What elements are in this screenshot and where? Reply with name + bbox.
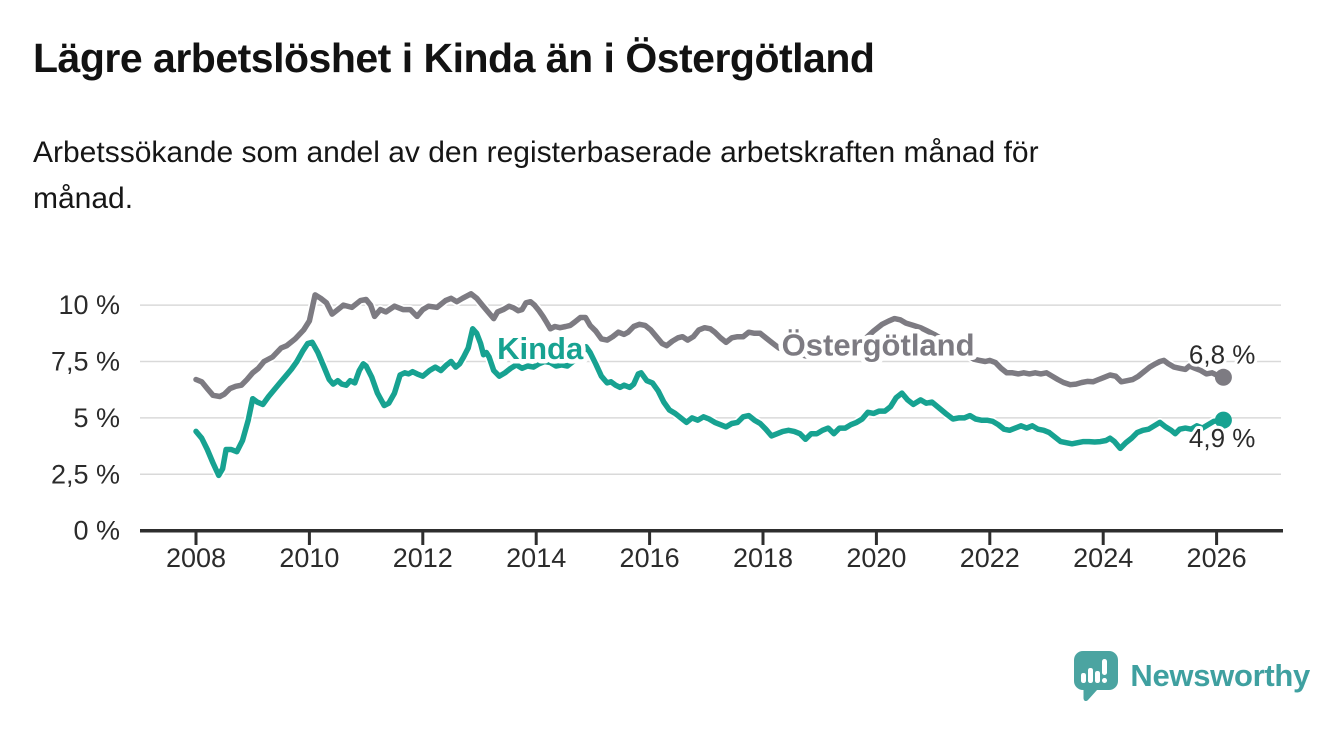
chart-subtitle: Arbetssökande som andel av den registerb… bbox=[33, 130, 1039, 222]
y-tick-label: 0 % bbox=[73, 516, 120, 546]
brand-name: Newsworthy bbox=[1130, 658, 1310, 693]
page-title: Lägre arbetslöshet i Kinda än i Östergöt… bbox=[33, 35, 875, 81]
end-value-label-ostergotland: 6,8 % bbox=[1189, 339, 1256, 369]
x-tick-label: 2026 bbox=[1187, 543, 1247, 573]
end-value-label-kinda: 4,9 % bbox=[1189, 423, 1256, 453]
x-tick-label: 2024 bbox=[1073, 543, 1133, 573]
newsworthy-logo-icon bbox=[1074, 651, 1119, 702]
y-tick-label: 2,5 % bbox=[51, 459, 120, 489]
subtitle-line-2: månad. bbox=[33, 182, 134, 215]
series-label-ostergotland: Östergötland bbox=[782, 328, 975, 363]
x-tick-label: 2022 bbox=[960, 543, 1020, 573]
subtitle-line-1: Arbetssökande som andel av den registerb… bbox=[33, 136, 1039, 169]
x-tick-label: 2018 bbox=[733, 543, 793, 573]
brand-footer: Newsworthy bbox=[1073, 650, 1310, 702]
y-tick-label: 10 % bbox=[58, 290, 120, 320]
y-tick-label: 7,5 % bbox=[51, 347, 120, 377]
x-tick-label: 2012 bbox=[393, 543, 453, 573]
x-tick-label: 2008 bbox=[166, 543, 226, 573]
series-end-dot-kinda bbox=[1214, 411, 1232, 429]
x-tick-label: 2014 bbox=[506, 543, 566, 573]
series-end-dot-ostergotland bbox=[1214, 368, 1232, 386]
series-line-kinda bbox=[193, 326, 1227, 479]
x-tick-label: 2016 bbox=[620, 543, 680, 573]
x-tick-label: 2020 bbox=[846, 543, 906, 573]
x-tick-label: 2010 bbox=[279, 543, 339, 573]
series-line-ostergotland bbox=[193, 291, 1227, 400]
y-tick-label: 5 % bbox=[73, 403, 120, 433]
series-line-casing-kinda bbox=[191, 324, 1228, 480]
series-label-kinda: Kinda bbox=[497, 331, 584, 366]
